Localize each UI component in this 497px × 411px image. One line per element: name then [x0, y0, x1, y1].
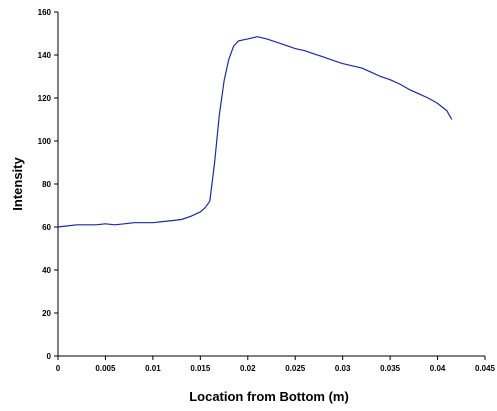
- x-tick-label: 0.04: [430, 364, 446, 373]
- series-line: [57, 36, 453, 228]
- x-axis-title: Location from Bottom (m): [189, 389, 349, 404]
- x-tick-label: 0.03: [335, 364, 351, 373]
- y-tick-label: 120: [38, 94, 52, 103]
- x-tick-label: 0.02: [240, 364, 256, 373]
- x-tick-label: 0.025: [285, 364, 306, 373]
- y-tick-label: 100: [38, 137, 52, 146]
- y-tick-label: 0: [47, 352, 52, 361]
- x-tick-label: 0.045: [475, 364, 496, 373]
- x-tick-label: 0: [56, 364, 61, 373]
- y-tick-label: 80: [42, 180, 51, 189]
- x-tick-label: 0.035: [380, 364, 401, 373]
- y-axis: 0 20 40 60 80 100 120 140 160: [38, 8, 59, 361]
- y-tick-label: 160: [38, 8, 52, 17]
- y-tick-label: 20: [42, 309, 51, 318]
- plot-area: [57, 36, 453, 228]
- x-tick-label: 0.005: [95, 364, 116, 373]
- y-tick-label: 40: [42, 266, 51, 275]
- y-tick-label: 60: [42, 223, 51, 232]
- x-axis: 0 0.005 0.01 0.015 0.02 0.025 0.03 0.035 0.04 0.0…: [56, 355, 496, 373]
- y-tick-label: 140: [38, 51, 52, 60]
- x-tick-label: 0.01: [145, 364, 161, 373]
- y-axis-title: Intensity: [10, 157, 25, 211]
- x-tick-label: 0.015: [190, 364, 211, 373]
